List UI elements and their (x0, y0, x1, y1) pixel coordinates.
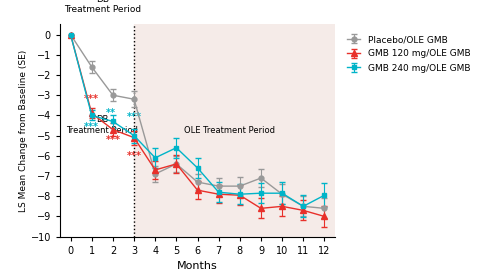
Text: ***: *** (126, 112, 142, 122)
Text: OLE Treatment Period: OLE Treatment Period (184, 126, 274, 135)
Text: DB
Treatment Period: DB Treatment Period (64, 0, 141, 14)
Text: ***: *** (126, 151, 142, 161)
X-axis label: Months: Months (177, 261, 218, 271)
Legend: Placebo/OLE GMB, GMB 120 mg/OLE GMB, GMB 240 mg/OLE GMB: Placebo/OLE GMB, GMB 120 mg/OLE GMB, GMB… (345, 33, 472, 75)
Text: ***: *** (84, 122, 100, 132)
Text: ***: *** (106, 135, 120, 145)
Text: ***: *** (84, 94, 100, 104)
Bar (134, 24, 335, 237)
Text: DB
Treatment Period: DB Treatment Period (66, 115, 138, 135)
Y-axis label: LS Mean Change from Baseline (SE): LS Mean Change from Baseline (SE) (19, 50, 28, 212)
Text: **: ** (106, 108, 116, 118)
